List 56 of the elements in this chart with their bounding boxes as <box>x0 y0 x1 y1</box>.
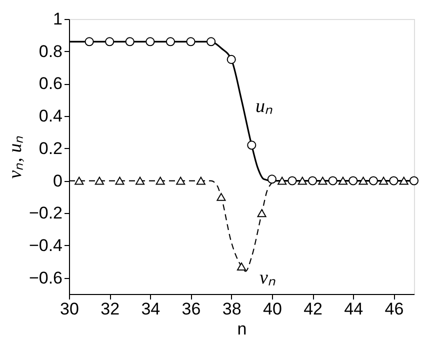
x-axis-title: n <box>237 320 247 338</box>
point <box>389 176 398 186</box>
point <box>166 37 175 46</box>
point <box>409 176 419 186</box>
y-tick-label: 0.6 <box>38 74 62 94</box>
point <box>94 176 104 185</box>
point <box>105 37 114 46</box>
x-tick-label: 46 <box>384 300 404 318</box>
x-tick-label: 36 <box>182 300 201 318</box>
y-tick-label: −0.4 <box>28 236 62 255</box>
point <box>308 176 318 186</box>
x-tick-label: 44 <box>344 300 364 318</box>
point <box>176 176 186 185</box>
y-tick-label: 0.2 <box>38 138 62 158</box>
point <box>236 262 246 270</box>
y-tick-label: 0.4 <box>38 106 62 126</box>
point <box>156 176 165 185</box>
point <box>328 176 338 186</box>
point <box>206 37 216 46</box>
point <box>257 209 266 218</box>
y-tick-label: 1 <box>53 10 62 28</box>
x-tick-label: 40 <box>262 300 282 318</box>
point <box>186 37 196 46</box>
point <box>278 176 287 185</box>
point <box>84 37 94 46</box>
y-tick-label: 0.8 <box>38 42 62 61</box>
y-tick-label: −0.6 <box>28 268 62 288</box>
series-label: vₙ <box>260 267 276 288</box>
point <box>318 176 328 185</box>
series-label: uₙ <box>256 96 273 117</box>
point <box>348 176 358 186</box>
point <box>399 176 408 185</box>
point <box>146 37 155 46</box>
y-axis-title: vₙ, uₙ <box>4 135 26 179</box>
point <box>358 176 368 185</box>
x-tick-label: 38 <box>222 300 242 318</box>
x-tick-label: 32 <box>100 300 120 318</box>
point <box>267 174 276 184</box>
x-tick-label: 30 <box>60 300 79 318</box>
point <box>136 176 145 185</box>
point <box>288 176 297 186</box>
point <box>216 192 226 201</box>
x-tick-label: 34 <box>141 300 160 318</box>
point <box>125 37 134 46</box>
x-tick-label: 42 <box>304 300 322 318</box>
point <box>368 176 378 186</box>
y-tick-label: −0.2 <box>28 204 62 223</box>
point <box>196 176 206 185</box>
point <box>247 140 256 150</box>
point <box>379 176 388 185</box>
point <box>115 176 124 185</box>
point <box>338 176 348 185</box>
point <box>74 176 84 185</box>
y-tick-label: 0 <box>53 171 62 190</box>
point <box>226 54 236 64</box>
point <box>298 176 307 185</box>
